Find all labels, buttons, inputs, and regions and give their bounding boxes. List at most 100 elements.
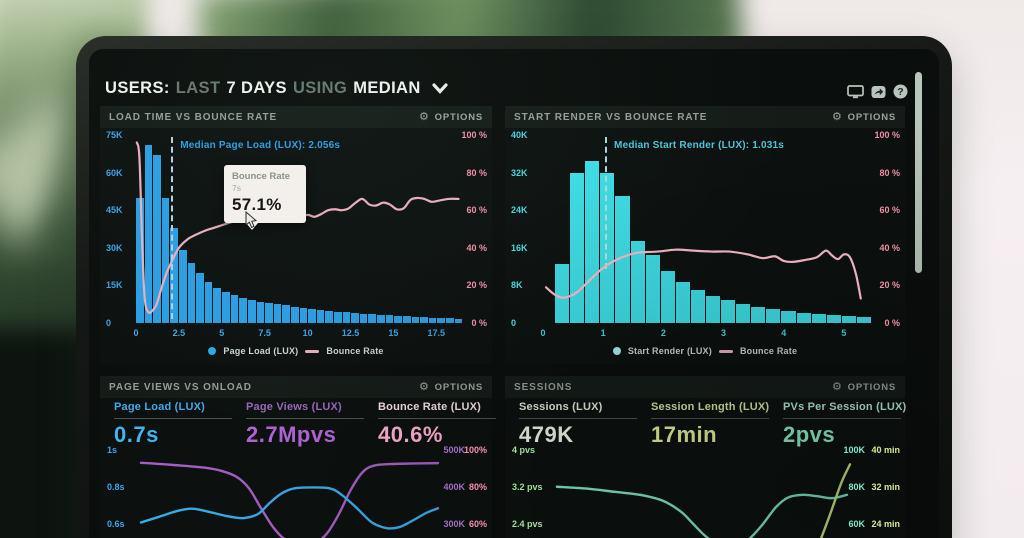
histogram-bar[interactable] — [645, 254, 660, 323]
histogram-bar[interactable] — [136, 197, 144, 323]
histogram-bar[interactable] — [213, 287, 222, 323]
histogram-bar[interactable] — [660, 271, 675, 323]
histogram-bar[interactable] — [153, 155, 161, 323]
histogram-bar[interactable] — [690, 290, 705, 323]
histogram-bar[interactable] — [570, 172, 585, 323]
metric-bounce-rate[interactable]: Bounce Rate (LUX) 40.6% — [378, 401, 496, 448]
metric-session-length[interactable]: Session Length (LUX) 17min — [651, 401, 769, 448]
gear-icon: ⚙ — [831, 380, 843, 393]
legend-dot[interactable] — [208, 347, 217, 355]
histogram-bar[interactable] — [420, 317, 428, 323]
histogram-bar[interactable] — [334, 311, 342, 323]
y-axis-label: 16K — [511, 242, 528, 253]
histogram-bar[interactable] — [385, 315, 394, 323]
histogram-bar[interactable] — [377, 314, 385, 323]
histogram-bar[interactable] — [325, 310, 334, 323]
histogram-bar[interactable] — [222, 291, 230, 323]
help-icon[interactable]: ? — [893, 84, 908, 104]
histogram-bar[interactable] — [445, 318, 454, 323]
options-button[interactable]: ⚙ OPTIONS — [831, 380, 896, 393]
scrollbar-thumb[interactable] — [915, 72, 922, 273]
histogram-bar[interactable] — [196, 272, 204, 323]
histogram-bar[interactable] — [282, 305, 290, 323]
histogram-bar[interactable] — [273, 304, 282, 323]
chevron-down-icon[interactable] — [432, 82, 448, 94]
histogram-bar[interactable] — [299, 307, 308, 323]
chart-legend: Start Render (LUX) Bounce Rate — [505, 346, 905, 356]
panel-title: START RENDER VS BOUNCE RATE — [514, 111, 708, 123]
histogram-bar[interactable] — [342, 312, 351, 323]
histogram-bar[interactable] — [766, 309, 781, 323]
histogram-bar[interactable] — [144, 145, 153, 323]
metric-pvs-per-session[interactable]: PVs Per Session (LUX) 2pvs — [783, 401, 906, 448]
histogram-bar[interactable] — [600, 172, 615, 323]
histogram-bar[interactable] — [239, 297, 247, 323]
histogram-bar[interactable] — [179, 250, 187, 323]
histogram-bar[interactable] — [428, 317, 437, 323]
histogram-bar[interactable] — [781, 311, 796, 323]
tooltip: Bounce Rate 7s 57.1% — [224, 165, 306, 230]
window-toolbar: ? — [847, 84, 908, 104]
histogram-bar[interactable] — [359, 313, 368, 323]
legend-label[interactable]: Bounce Rate — [326, 346, 384, 356]
histogram-bar[interactable] — [265, 302, 273, 323]
histogram-bar[interactable] — [170, 227, 179, 323]
mini-line-chart[interactable] — [138, 444, 438, 538]
histogram-bar[interactable] — [856, 316, 871, 323]
histogram-bar[interactable] — [411, 316, 420, 323]
histogram-bar[interactable] — [826, 315, 841, 323]
histogram-bar[interactable] — [230, 295, 239, 323]
histogram-bar[interactable] — [187, 262, 196, 323]
options-button[interactable]: ⚙ OPTIONS — [418, 110, 483, 123]
metric-page-load[interactable]: Page Load (LUX) 0.7s — [114, 401, 232, 448]
mini-line-chart[interactable] — [551, 444, 847, 538]
gear-icon: ⚙ — [418, 110, 430, 123]
histogram-bar[interactable] — [736, 304, 751, 323]
y-axis-left: 1s 0.8s 0.6s — [107, 444, 141, 538]
chart-plot-area[interactable]: Median Start Render (LUX): 1.031s — [543, 135, 871, 323]
options-button[interactable]: ⚙ OPTIONS — [832, 111, 896, 123]
histogram-bar[interactable] — [351, 312, 359, 323]
histogram-bar[interactable] — [290, 306, 299, 323]
histogram-bar[interactable] — [454, 318, 463, 323]
histogram-bar[interactable] — [751, 307, 766, 323]
histogram-bar[interactable] — [368, 314, 377, 323]
laptop-bezel: USERS: LAST 7 DAYS USING MEDIAN ? — [76, 36, 952, 538]
display-icon[interactable] — [847, 84, 864, 104]
histogram-bar[interactable] — [308, 309, 316, 323]
histogram-bar[interactable] — [555, 264, 570, 323]
legend-dot[interactable] — [612, 347, 621, 355]
metric-page-views[interactable]: Page Views (LUX) 2.7Mpvs — [246, 401, 364, 448]
histogram-bar[interactable] — [256, 301, 265, 323]
legend-label[interactable]: Start Render (LUX) — [627, 346, 712, 356]
histogram-bar[interactable] — [161, 197, 170, 323]
histogram-bar[interactable] — [675, 282, 690, 323]
share-export-icon[interactable] — [871, 85, 886, 104]
legend-label[interactable]: Page Load (LUX) — [223, 346, 299, 356]
histogram-bar[interactable] — [796, 312, 811, 323]
median-annotation: Median Page Load (LUX): 2.056s — [180, 140, 341, 151]
histogram-bar[interactable] — [437, 318, 445, 323]
metric-sessions[interactable]: Sessions (LUX) 479K — [519, 401, 637, 448]
y-axis-label: 8K — [511, 280, 523, 291]
histogram-bar[interactable] — [721, 300, 736, 323]
histogram-bar[interactable] — [204, 281, 213, 323]
histogram-bar[interactable] — [615, 196, 630, 323]
histogram-bar[interactable] — [316, 309, 325, 323]
histogram-bar[interactable] — [402, 316, 411, 323]
histogram-bar[interactable] — [705, 295, 721, 323]
histogram-bar[interactable] — [394, 315, 402, 323]
histogram-bar[interactable] — [841, 315, 856, 323]
legend-label[interactable]: Bounce Rate — [739, 346, 798, 356]
y-axis-label: 40 % — [879, 242, 900, 253]
legend-line-swatch[interactable] — [718, 349, 733, 353]
session-length-lux--line — [800, 464, 850, 538]
legend-line-swatch[interactable] — [305, 349, 320, 353]
histogram-bar[interactable] — [630, 240, 645, 323]
svg-text:?: ? — [897, 86, 903, 98]
histogram-bar[interactable] — [247, 300, 256, 323]
chart-plot-area[interactable]: Median Page Load (LUX): 2.056s Bounce Ra… — [136, 135, 463, 323]
histogram-bar[interactable] — [811, 314, 826, 323]
options-button[interactable]: ⚙ OPTIONS — [419, 381, 483, 393]
